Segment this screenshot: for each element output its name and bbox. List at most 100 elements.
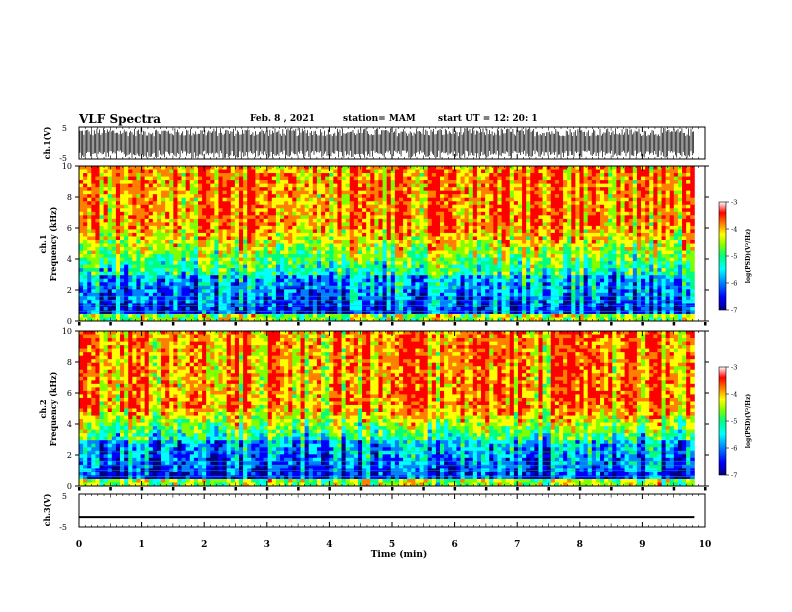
heatmap-cell	[513, 278, 519, 283]
heatmap-cell	[489, 285, 494, 290]
heatmap-cell	[304, 299, 310, 304]
heatmap-cell	[357, 222, 363, 227]
heatmap-cell	[522, 299, 527, 304]
heatmap-cell	[185, 261, 191, 266]
heatmap-cell	[312, 232, 318, 237]
heatmap-cell	[79, 250, 84, 255]
heatmap-cell	[440, 187, 445, 192]
heatmap-cell	[476, 239, 482, 244]
heatmap-cell	[509, 201, 515, 206]
heatmap-cell	[493, 289, 498, 294]
heatmap-cell	[111, 261, 117, 266]
heatmap-cell	[325, 278, 330, 283]
heatmap-cell	[288, 313, 293, 318]
heatmap-cell	[103, 264, 109, 269]
heatmap-cell	[165, 275, 170, 280]
heatmap-cell	[509, 187, 515, 192]
heatmap-cell	[337, 306, 342, 311]
heatmap-cell	[111, 271, 117, 276]
heatmap-cell	[230, 201, 236, 206]
heatmap-cell	[300, 247, 306, 251]
heatmap-cell	[128, 313, 133, 318]
heatmap-cell	[448, 313, 453, 318]
heatmap-cell	[481, 194, 486, 199]
heatmap-cell	[312, 243, 318, 248]
heatmap-cell	[136, 215, 141, 220]
heatmap-cell	[345, 278, 351, 283]
heatmap-cell	[476, 278, 482, 283]
heatmap-cell	[214, 215, 219, 220]
heatmap-cell	[509, 204, 515, 209]
heatmap-cell	[271, 285, 277, 290]
heatmap-cell	[362, 271, 367, 276]
heatmap-cell	[271, 225, 277, 230]
heatmap-cell	[366, 239, 371, 244]
heatmap-cell	[181, 215, 187, 220]
heatmap-cell	[505, 239, 511, 244]
heatmap-cell	[325, 169, 330, 174]
heatmap-cell	[255, 208, 260, 213]
heatmap-cell	[419, 306, 424, 311]
heatmap-cell	[140, 222, 146, 227]
heatmap-cell	[292, 261, 297, 266]
heatmap-cell	[111, 310, 117, 315]
heatmap-cell	[493, 257, 498, 262]
heatmap-cell	[140, 204, 146, 209]
heatmap-cell	[251, 275, 256, 280]
heatmap-cell	[390, 208, 396, 213]
heatmap-cell	[353, 306, 359, 311]
heatmap-cell	[243, 292, 248, 297]
heatmap-cell	[115, 278, 121, 283]
heatmap-cell	[403, 169, 408, 174]
heatmap-cell	[349, 201, 355, 206]
heatmap-cell	[472, 247, 478, 251]
heatmap-cell	[128, 257, 133, 262]
heatmap-cell	[189, 313, 195, 318]
heatmap-cell	[288, 166, 293, 170]
heatmap-cell	[501, 250, 507, 255]
heatmap-cell	[485, 310, 490, 315]
heatmap-cell	[398, 201, 404, 206]
heatmap-cell	[161, 222, 166, 227]
heatmap-cell	[79, 190, 84, 195]
heatmap-cell	[202, 282, 207, 287]
heatmap-cell	[325, 166, 330, 170]
heatmap-cell	[349, 173, 355, 177]
heatmap-cell	[481, 232, 486, 237]
heatmap-cell	[230, 317, 236, 322]
heatmap-cell	[173, 239, 178, 244]
heatmap-cell	[415, 271, 420, 276]
heatmap-cell	[517, 173, 523, 177]
heatmap-cell	[423, 282, 429, 287]
heatmap-cell	[193, 313, 199, 318]
heatmap-cell	[423, 211, 429, 216]
heatmap-cell	[468, 208, 474, 213]
heatmap-cell	[107, 208, 113, 213]
heatmap-cell	[526, 271, 531, 276]
heatmap-cell	[485, 176, 490, 181]
heatmap-cell	[403, 166, 408, 170]
heatmap-cell	[292, 250, 297, 255]
heatmap-cell	[280, 247, 285, 251]
heatmap-cell	[185, 183, 191, 188]
heatmap-cell	[522, 310, 527, 315]
heatmap-cell	[398, 292, 404, 297]
heatmap-cell	[132, 296, 137, 301]
heatmap-cell	[120, 222, 125, 227]
heatmap-cell	[99, 225, 105, 230]
heatmap-cell	[234, 317, 240, 322]
heatmap-cell	[349, 285, 355, 290]
heatmap-cell	[493, 222, 498, 227]
heatmap-cell	[386, 250, 392, 255]
heatmap-cell	[128, 180, 133, 185]
heatmap-cell	[308, 197, 314, 202]
heatmap-cell	[210, 278, 215, 283]
heatmap-cell	[210, 306, 215, 311]
heatmap-cell	[99, 201, 105, 206]
heatmap-cell	[333, 254, 338, 258]
heatmap-cell	[468, 211, 474, 216]
heatmap-cell	[460, 173, 466, 177]
heatmap-cell	[91, 271, 96, 276]
heatmap-cell	[448, 271, 453, 276]
heatmap-cell	[345, 247, 351, 251]
